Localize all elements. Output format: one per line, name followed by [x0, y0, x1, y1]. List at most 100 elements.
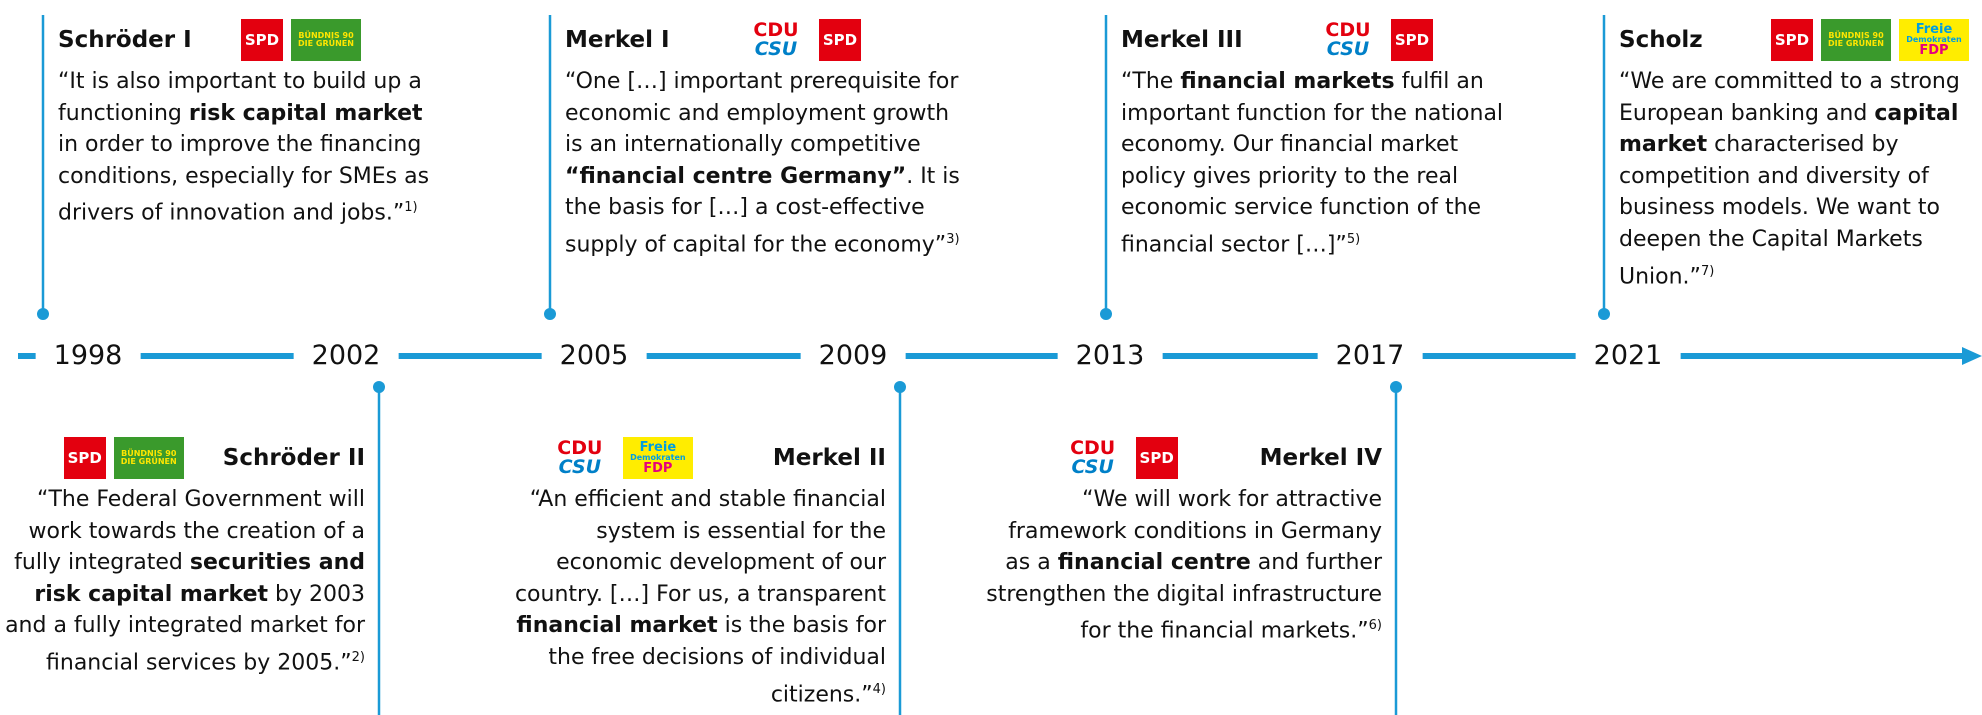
footnote-marker: 4) — [872, 681, 886, 697]
connector-dot — [1100, 308, 1112, 320]
quote-bold: risk capital market — [188, 100, 423, 126]
logo-text: CDU — [1070, 437, 1116, 459]
party-logo: SPD — [241, 19, 283, 61]
party-logo: CDU CSU — [544, 437, 615, 479]
entry-header: Merkel IV CDU CSU SPD — [982, 436, 1382, 480]
entry-header: Scholz SPD BÜNDNIS 90 DIE GRÜNEN Freie Demokr… — [1619, 18, 1982, 62]
quote-segment: “The — [1121, 69, 1181, 94]
government-entry: Schröder II SPD BÜNDNIS 90 DIE GRÜNEN “The F… — [5, 436, 365, 679]
party-logo: CDU CSU — [1057, 437, 1128, 479]
government-name: Merkel I — [565, 27, 670, 53]
party-logo: SPD — [1135, 437, 1178, 479]
quote-segment: “We will work for attractive framework c… — [1005, 487, 1382, 576]
logo-text: BÜNDNIS 90 — [298, 31, 354, 40]
quote-segment: “An efficient and stable financial syste… — [514, 487, 886, 607]
party-logo: CDU CSU — [1313, 19, 1383, 61]
timeline-arrowhead — [1962, 347, 1982, 365]
quote-segment: “We are committed to a strong European b… — [1619, 69, 1960, 126]
entry-header: Merkel III CDU CSU SPD — [1121, 18, 1506, 62]
quote-segment: “It is also important to build up a func… — [58, 69, 422, 126]
year-label: 2005 — [541, 338, 647, 374]
party-logo: Freie Demokraten FDP — [622, 437, 693, 479]
party-logo: BÜNDNIS 90 DIE GRÜNEN — [291, 19, 361, 61]
party-logos: SPD BÜNDNIS 90 DIE GRÜNEN — [241, 19, 361, 61]
logo-text: SPD — [67, 448, 102, 467]
footnote-marker: 3) — [946, 231, 960, 247]
logo-text: CSU — [558, 456, 602, 478]
party-logo: Freie Demokraten FDP — [1899, 19, 1969, 61]
government-entry: Merkel II CDU CSU Freie Demokraten FDP “An eff… — [501, 436, 886, 710]
logo-text: SPD — [1139, 448, 1174, 467]
year-label: 2009 — [800, 338, 906, 374]
footnote-marker: 6) — [1368, 618, 1382, 634]
government-name: Schröder II — [222, 445, 365, 471]
year-label: 1998 — [35, 338, 141, 374]
party-logo: SPD — [1771, 19, 1813, 61]
party-logos: SPD BÜNDNIS 90 DIE GRÜNEN — [63, 437, 184, 479]
party-logos: CDU CSU Freie Demokraten FDP — [544, 437, 693, 479]
quote-bold: financial centre — [1057, 550, 1251, 576]
quote-text: “One […] important prerequisite for econ… — [565, 66, 965, 261]
logo-text: BÜNDNIS 90 — [121, 449, 177, 458]
connector-dot — [1390, 381, 1402, 393]
quote-text: “We will work for attractive framework c… — [982, 484, 1382, 647]
footnote-marker: 2) — [351, 649, 365, 665]
government-entry: Scholz SPD BÜNDNIS 90 DIE GRÜNEN Freie Demokr… — [1619, 18, 1982, 292]
entry-header: Merkel I CDU CSU SPD — [565, 18, 965, 62]
year-label: 2013 — [1057, 338, 1163, 374]
government-name: Schröder I — [58, 27, 192, 53]
logo-text: CSU — [1071, 456, 1114, 478]
quote-segment: “One […] important prerequisite for econ… — [565, 69, 959, 158]
quote-text: “An efficient and stable financial syste… — [501, 484, 886, 710]
logo-text: FDP — [1919, 43, 1949, 58]
logo-text: SPD — [822, 30, 858, 49]
logo-text: CSU — [754, 38, 798, 60]
government-entry: Schröder I SPD BÜNDNIS 90 DIE GRÜNEN “It is … — [58, 18, 443, 229]
entry-header: Merkel II CDU CSU Freie Demokraten FDP — [501, 436, 886, 480]
logo-text: FDP — [643, 461, 673, 476]
logo-text: BÜNDNIS 90 — [1828, 31, 1884, 40]
connector-dot — [1598, 308, 1610, 320]
government-name: Merkel III — [1121, 27, 1243, 53]
party-logo: SPD — [819, 19, 861, 61]
logo-text: CDU — [557, 437, 603, 459]
logo-text: Demokraten — [1906, 35, 1962, 44]
year-label: 2002 — [293, 338, 399, 374]
quote-segment: “The Federal Government will work toward… — [14, 487, 365, 576]
quote-segment: in order to improve the financing condit… — [58, 132, 430, 226]
logo-text: DIE GRÜNEN — [298, 39, 354, 48]
logo-text: CSU — [1326, 38, 1370, 60]
entry-header: Schröder II SPD BÜNDNIS 90 DIE GRÜNEN — [5, 436, 365, 480]
party-logos: CDU CSU SPD — [741, 19, 861, 61]
entry-header: Schröder I SPD BÜNDNIS 90 DIE GRÜNEN — [58, 18, 443, 62]
logo-text: SPD — [244, 30, 280, 49]
quote-segment: is the basis for the free decisions of i… — [548, 613, 886, 707]
connector-dot — [544, 308, 556, 320]
quote-segment: characterised by competition and diversi… — [1619, 132, 1940, 289]
party-logos: CDU CSU SPD — [1057, 437, 1178, 479]
footnote-marker: 5) — [1346, 231, 1361, 247]
party-logo: SPD — [1391, 19, 1433, 61]
quote-segment: . It is the basis for […] a cost-effecti… — [565, 163, 960, 258]
quote-bold: financial market — [516, 613, 718, 639]
logo-text: CDU — [753, 19, 799, 41]
quote-text: “It is also important to build up a func… — [58, 66, 443, 229]
party-logos: CDU CSU SPD — [1313, 19, 1433, 61]
government-entry: Merkel I CDU CSU SPD “One […] important prer… — [565, 18, 965, 261]
quote-segment: by 2003 and a fully integrated market fo… — [5, 581, 365, 676]
government-entry: Merkel III CDU CSU SPD “The financial market… — [1121, 18, 1506, 261]
year-label: 2021 — [1575, 338, 1681, 374]
quote-bold: financial markets — [1180, 69, 1395, 94]
footnote-marker: 1) — [404, 200, 418, 216]
party-logo: SPD — [63, 437, 106, 479]
year-label: 2017 — [1317, 338, 1423, 374]
party-logo: CDU CSU — [741, 19, 811, 61]
quote-text: “The Federal Government will work toward… — [5, 484, 365, 679]
logo-text: DIE GRÜNEN — [120, 457, 177, 466]
party-logo: BÜNDNIS 90 DIE GRÜNEN — [113, 437, 184, 479]
quote-bold: capital market — [1619, 100, 1959, 158]
party-logos: SPD BÜNDNIS 90 DIE GRÜNEN Freie Demokraten FD… — [1771, 19, 1969, 61]
logo-text: SPD — [1774, 30, 1810, 49]
quote-bold: securities and risk capital market — [34, 550, 365, 607]
